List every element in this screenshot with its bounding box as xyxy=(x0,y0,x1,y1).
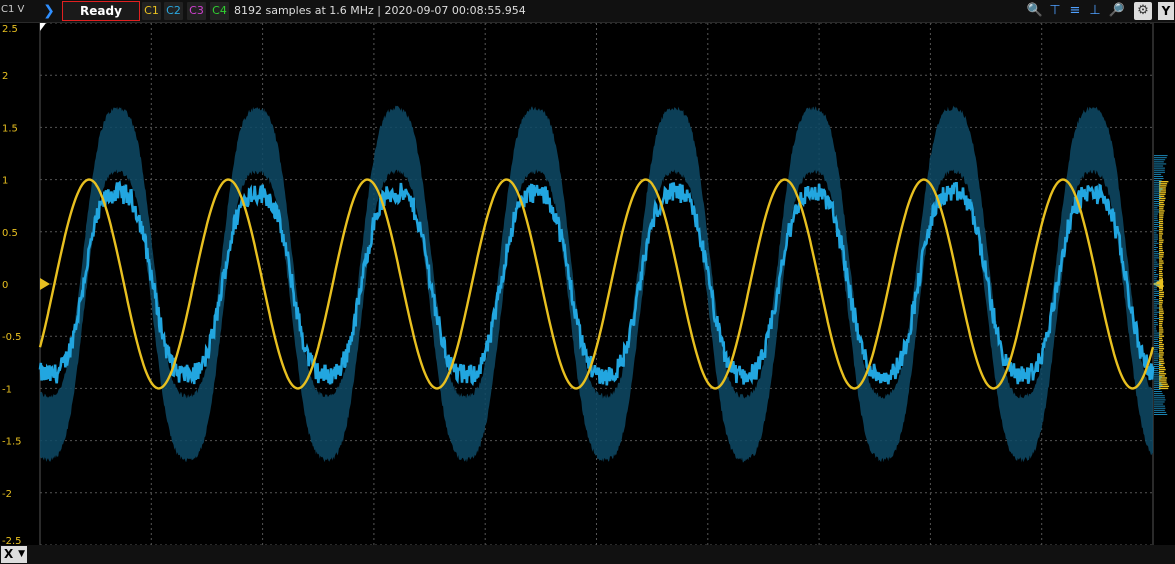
channel-c4-button[interactable]: C4 xyxy=(210,2,229,20)
y-tick-label: -1 xyxy=(2,384,12,395)
y-tick-label: -2 xyxy=(2,489,12,500)
chevron-down-icon: ▼ xyxy=(18,549,25,559)
zoom-icon[interactable]: 🔍 xyxy=(1026,3,1044,18)
trigger-markers[interactable] xyxy=(40,23,1163,290)
y-axis-button[interactable]: Y xyxy=(1158,2,1174,20)
channel-c2-button[interactable]: C2 xyxy=(164,2,183,20)
series-c2-line xyxy=(38,180,1155,387)
y-tick-label: 0.5 xyxy=(2,228,18,239)
y-tick-label: 2 xyxy=(2,71,8,82)
y-tick-label: 0 xyxy=(2,280,8,291)
channel-c3-button[interactable]: C3 xyxy=(187,2,206,20)
run-arrow-icon[interactable]: ❯ xyxy=(43,3,55,19)
y-histogram xyxy=(1154,155,1170,415)
x-axis-button[interactable]: X ▼ xyxy=(1,546,27,563)
y-axis-ticks: 2.5 2 1.5 1 0.5 0 -0.5 -1 -1.5 -2 -2.5 xyxy=(2,24,22,547)
acquisition-info: 8192 samples at 1.6 MHz | 2020-09-07 00:… xyxy=(234,4,526,17)
settings-icon[interactable]: ⚙ xyxy=(1134,2,1152,20)
status-badge[interactable]: Ready xyxy=(62,1,140,21)
y-axis-unit-label: C1 V xyxy=(1,4,25,15)
top-toolbar: C1 V ❯ Ready C1 C2 C3 C4 8192 samples at… xyxy=(0,0,1175,23)
zoom-fit-icon[interactable]: 🔎 xyxy=(1108,3,1126,18)
y-tick-label: -1.5 xyxy=(2,437,22,448)
y-tick-label: 2.5 xyxy=(2,24,18,35)
align-top-icon[interactable]: ⊤ xyxy=(1049,3,1061,18)
align-middle-icon[interactable]: ≡ xyxy=(1069,3,1081,18)
x-axis-bar: X ▼ xyxy=(0,545,1175,564)
y-tick-label: -0.5 xyxy=(2,332,22,343)
x-axis-button-label: X xyxy=(4,547,14,561)
y-tick-label: -2.5 xyxy=(2,536,22,547)
y-tick-label: 1 xyxy=(2,176,8,187)
left-offset-marker[interactable] xyxy=(40,278,50,290)
right-offset-marker[interactable] xyxy=(1153,278,1163,290)
channel-c1-button[interactable]: C1 xyxy=(142,2,161,20)
series-c2-envelope xyxy=(40,105,1153,463)
trigger-time-marker[interactable] xyxy=(40,23,46,31)
y-tick-label: 1.5 xyxy=(2,123,18,134)
align-bottom-icon[interactable]: ⊥ xyxy=(1089,3,1101,18)
series-c1-line xyxy=(38,178,1155,390)
